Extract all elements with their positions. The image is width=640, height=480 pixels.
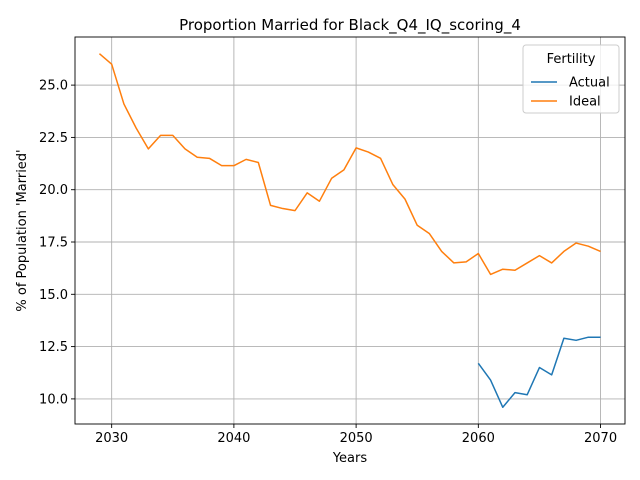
x-axis-title: Years	[332, 451, 368, 466]
series-line-ideal	[98, 53, 601, 276]
legend-label-ideal: Ideal	[569, 95, 601, 110]
legend-title: Fertility	[547, 52, 596, 67]
y-tick-label: 12.5	[39, 340, 68, 355]
grid	[75, 37, 625, 424]
series-lines	[98, 53, 601, 409]
chart-title: Proportion Married for Black_Q4_IQ_scori…	[179, 16, 521, 35]
series-line-actual	[477, 336, 601, 409]
y-tick-label: 25.0	[39, 79, 68, 94]
x-tick-label: 2060	[462, 431, 495, 446]
x-tick-label: 2030	[95, 431, 128, 446]
y-tick-label: 20.0	[39, 183, 68, 198]
y-tick-label: 15.0	[39, 288, 68, 303]
plot-area-frame	[74, 36, 626, 425]
y-tick-label: 17.5	[39, 236, 68, 251]
x-tick-label: 2050	[340, 431, 373, 446]
x-tick-label: 2040	[217, 431, 250, 446]
legend-box	[522, 44, 620, 114]
y-tick-label: 10.0	[39, 392, 68, 407]
axis-ticks: 2030 2040 2050 2060 2070 10.0 12.5 15.0 17.5 20.0…	[39, 79, 617, 446]
y-tick-label: 22.5	[39, 131, 68, 146]
legend-label-actual: Actual	[569, 76, 610, 91]
x-tick-label: 2070	[584, 431, 617, 446]
legend: Fertility Actual Ideal	[522, 44, 620, 114]
y-axis-title: % of Population 'Married'	[15, 149, 30, 311]
